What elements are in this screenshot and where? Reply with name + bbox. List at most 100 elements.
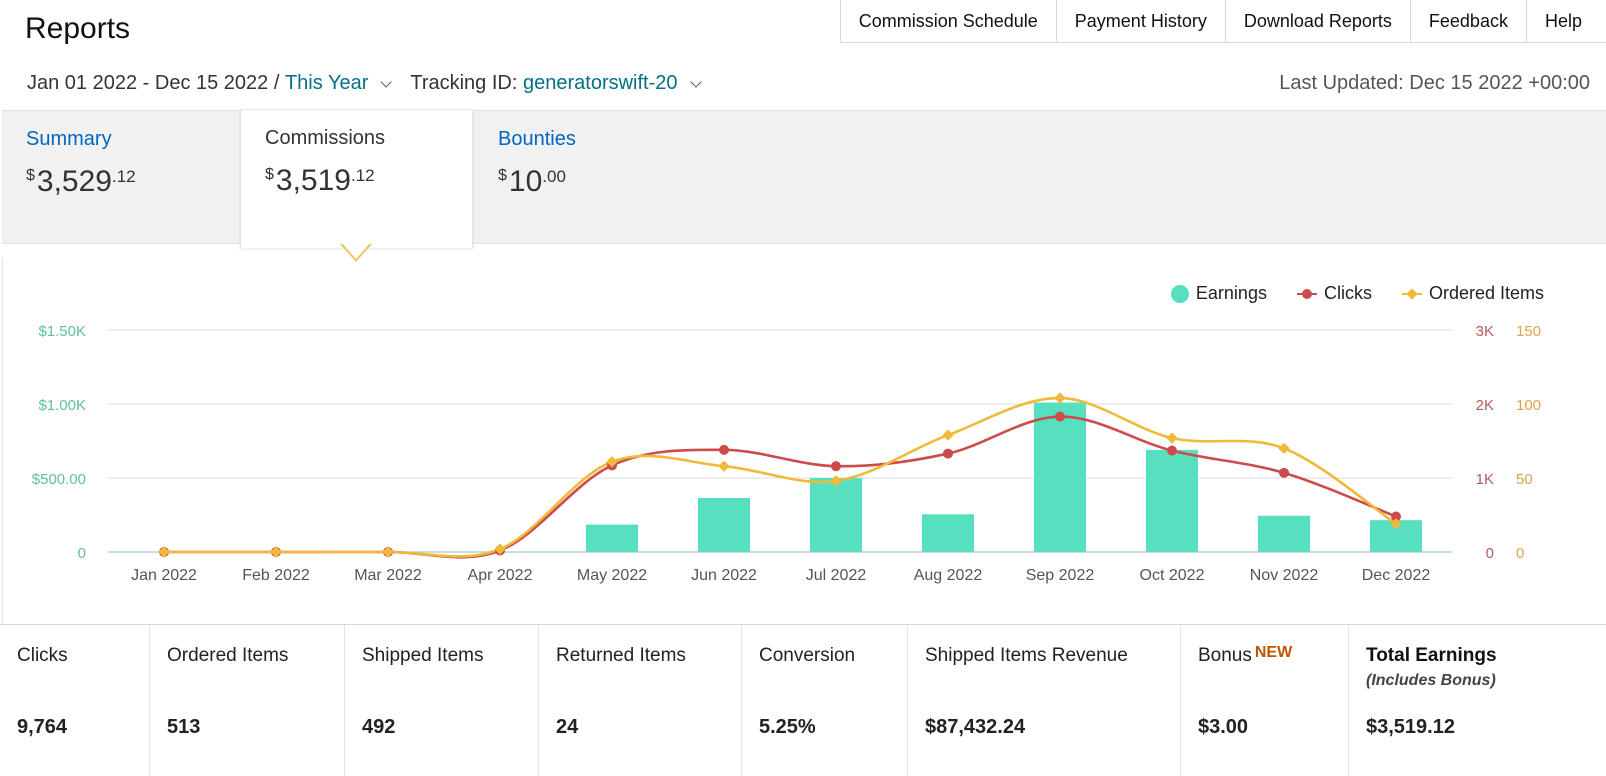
tab-bounties[interactable]: Bounties $ 10 .00	[474, 111, 704, 245]
amount-cents: .00	[542, 167, 566, 186]
tab-bounties-amount: $ 10 .00	[498, 165, 704, 199]
new-badge: NEW	[1254, 644, 1293, 661]
x-tick-label: Feb 2022	[242, 567, 310, 584]
y-left-tick: $1.00K	[38, 397, 86, 414]
stat-label: Bonus NEW	[1198, 644, 1293, 667]
earnings-swatch-icon	[1170, 284, 1189, 303]
stat-value: $3.00	[1198, 716, 1249, 738]
clicks-point	[1279, 467, 1289, 478]
stat-value: 513	[167, 716, 201, 738]
tab-summary-amount: $ 3,529 .12	[26, 165, 238, 199]
clicks-point	[943, 448, 953, 459]
ordered-items-swatch-icon	[1401, 287, 1422, 300]
filter-row: Jan 01 2022 - Dec 15 2022 / This Year Tr…	[27, 72, 714, 95]
nav-download-reports[interactable]: Download Reports	[1226, 0, 1411, 42]
y-right-clicks-tick: 0	[1486, 545, 1494, 562]
tab-summary[interactable]: Summary $ 3,529 .12	[2, 111, 238, 245]
ordered-items-point	[1390, 518, 1402, 530]
legend-ordered-items-label: Ordered Items	[1428, 283, 1544, 303]
earnings-bar	[1146, 449, 1198, 552]
ordered-items-line	[163, 396, 1397, 558]
nav-commission-schedule[interactable]: Commission Schedule	[841, 0, 1057, 42]
earnings-bar	[810, 478, 862, 552]
clicks-point	[1167, 445, 1177, 456]
stat-value: 9,764	[17, 716, 68, 738]
ordered-items-point	[606, 456, 618, 468]
amount-dollars: 10	[508, 165, 543, 198]
currency-symbol: $	[26, 167, 35, 184]
stat-value: 24	[556, 716, 579, 738]
ordered-items-point	[270, 546, 282, 558]
legend-earnings[interactable]: Earnings	[1170, 283, 1267, 304]
stat-sublabel: (Includes Bonus)	[1366, 672, 1496, 689]
legend-earnings-label: Earnings	[1195, 283, 1267, 303]
stat-label: Conversion	[759, 645, 856, 666]
stat-ordered-items: Ordered Items 513	[150, 625, 345, 776]
clicks-point	[831, 461, 841, 472]
chart-legend: Earnings Clicks Ordered Items	[1141, 283, 1544, 304]
x-tick-label: Nov 2022	[1250, 567, 1319, 584]
clicks-swatch-icon	[1296, 288, 1317, 299]
stat-label: Shipped Items Revenue	[925, 645, 1128, 666]
x-tick-label: Jul 2022	[806, 567, 867, 584]
stats-bar: Clicks 9,764 Ordered Items 513 Shipped I…	[0, 624, 1606, 776]
date-range-label: Jan 01 2022 - Dec 15 2022 /	[27, 72, 280, 94]
y-right-ordered-tick: 100	[1516, 397, 1541, 414]
ordered-items-point	[718, 460, 730, 472]
x-tick-label: Jun 2022	[691, 567, 757, 584]
y-right-ordered-tick: 0	[1516, 545, 1524, 562]
x-tick-label: Jan 2022	[131, 567, 197, 584]
x-tick-label: Oct 2022	[1140, 567, 1205, 584]
stat-returned-items: Returned Items 24	[539, 625, 742, 776]
clicks-line	[163, 415, 1397, 559]
x-tick-label: Mar 2022	[354, 567, 422, 584]
last-updated: Last Updated: Dec 15 2022 +00:00	[1279, 72, 1590, 94]
currency-symbol: $	[265, 166, 274, 183]
y-left-tick: 0	[78, 545, 86, 562]
legend-clicks-label: Clicks	[1323, 283, 1372, 303]
stat-clicks: Clicks 9,764	[0, 625, 150, 776]
earnings-bar	[1258, 515, 1310, 552]
ordered-items-point	[1166, 432, 1178, 444]
ordered-items-point	[942, 429, 954, 441]
earnings-bar	[922, 514, 974, 552]
nav-help[interactable]: Help	[1544, 10, 1582, 31]
ordered-items-point	[158, 546, 170, 558]
stat-value: 492	[362, 716, 396, 738]
ordered-items-point	[494, 543, 506, 555]
y-right-clicks-tick: 3K	[1476, 323, 1494, 340]
amount-cents: .12	[350, 166, 375, 185]
x-tick-label: Dec 2022	[1362, 567, 1431, 584]
x-tick-label: Sep 2022	[1026, 567, 1095, 584]
ordered-items-point	[1278, 442, 1290, 455]
period-chevron-down-icon[interactable]	[380, 75, 393, 88]
ordered-items-point	[1054, 392, 1066, 404]
tab-summary-label: Summary	[26, 128, 112, 150]
amount-dollars: 3,529	[36, 165, 112, 198]
x-tick-label: May 2022	[577, 567, 647, 584]
legend-clicks[interactable]: Clicks	[1296, 283, 1372, 304]
tracking-chevron-down-icon[interactable]	[689, 75, 702, 88]
y-right-ordered-tick: 150	[1516, 323, 1541, 340]
stat-bonus: Bonus NEW $3.00	[1181, 625, 1349, 776]
nav-feedback[interactable]: Feedback	[1411, 0, 1527, 42]
tab-bounties-label: Bounties	[498, 128, 576, 150]
earnings-bar	[1034, 402, 1086, 552]
report-tabs: Summary $ 3,529 .12 Commissions $ 3,519 …	[2, 109, 1606, 248]
x-tick-label: Apr 2022	[468, 567, 533, 584]
stat-label: Total Earnings	[1366, 645, 1497, 666]
tab-commissions-amount: $ 3,519 .12	[265, 164, 472, 198]
active-tab-pointer	[340, 243, 372, 262]
stat-bonus-label: Bonus	[1198, 645, 1252, 666]
tracking-id-dropdown[interactable]: generatorswift-20	[522, 72, 678, 94]
tab-commissions[interactable]: Commissions $ 3,519 .12	[240, 109, 473, 248]
tracking-id-label: Tracking ID:	[410, 72, 518, 94]
period-dropdown[interactable]: This Year	[284, 72, 369, 94]
legend-ordered-items[interactable]: Ordered Items	[1401, 283, 1544, 304]
stat-shipped-items-revenue: Shipped Items Revenue $87,432.24	[908, 625, 1181, 776]
y-right-ordered-tick: 50	[1516, 471, 1533, 488]
y-left-tick: $500.00	[32, 471, 86, 488]
nav-payment-history[interactable]: Payment History	[1057, 0, 1226, 42]
stat-label: Ordered Items	[167, 645, 289, 666]
currency-symbol: $	[498, 167, 507, 184]
